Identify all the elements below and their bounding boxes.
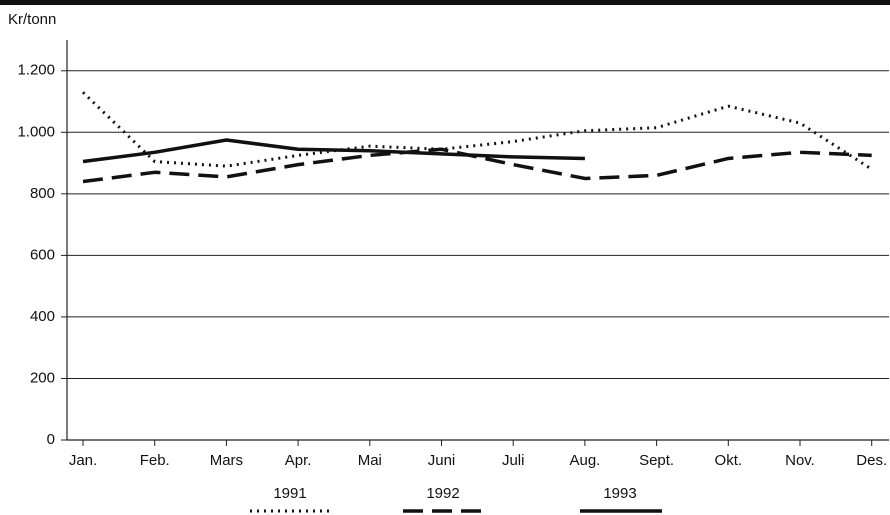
- legend-label: 1992: [426, 485, 459, 502]
- y-tick-label: 400: [30, 308, 55, 325]
- x-tick-label: Nov.: [785, 452, 815, 469]
- legend-label: 1991: [273, 485, 306, 502]
- y-tick-label: 800: [30, 185, 55, 202]
- x-tick-label: Jan.: [69, 452, 97, 469]
- y-tick-label: 1.000: [17, 123, 55, 140]
- y-tick-label: 1.200: [17, 62, 55, 79]
- x-tick-label: Juni: [428, 452, 456, 469]
- x-tick-label: Des.: [856, 452, 887, 469]
- y-tick-label: 600: [30, 246, 55, 263]
- x-tick-label: Aug.: [569, 452, 600, 469]
- top-bar: [0, 0, 890, 5]
- x-tick-label: Okt.: [715, 452, 743, 469]
- series-line: [82, 147, 872, 184]
- y-axis-label: Kr/tonn: [8, 11, 56, 28]
- x-tick-label: Sept.: [639, 452, 674, 469]
- x-tick-label: Juli: [502, 452, 525, 469]
- legend-label: 1993: [603, 485, 636, 502]
- x-tick-label: Mai: [358, 452, 382, 469]
- x-tick-label: Mars: [210, 452, 243, 469]
- y-tick-label: 0: [47, 431, 55, 448]
- x-tick-label: Feb.: [140, 452, 170, 469]
- series-line: [82, 138, 585, 164]
- x-tick-label: Apr.: [285, 452, 312, 469]
- y-tick-label: 200: [30, 369, 55, 386]
